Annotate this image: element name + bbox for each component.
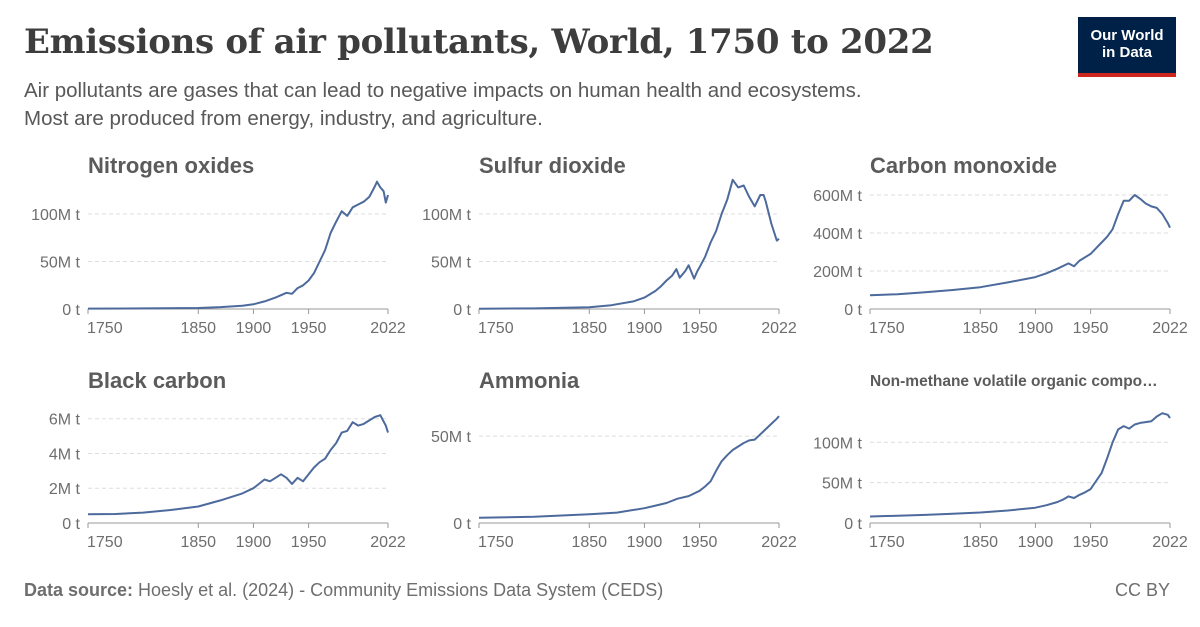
x-tick-label: 1950 bbox=[682, 320, 718, 337]
x-tick-label: 1900 bbox=[1018, 534, 1054, 551]
x-tick-label: 1750 bbox=[478, 534, 514, 551]
x-tick-label: 1850 bbox=[180, 320, 216, 337]
x-tick-label: 1900 bbox=[1018, 320, 1054, 337]
y-tick-label: 100M t bbox=[813, 435, 862, 452]
x-tick-label: 1900 bbox=[627, 320, 663, 337]
series-line bbox=[869, 194, 1171, 297]
chart-panel-2[interactable]: Sulfur dioxide 0 t 50M t 100M t 1750 1850 1900… bbox=[422, 153, 797, 337]
data-source-text[interactable]: Hoesly et al. (2024) - Community Emissio… bbox=[133, 580, 664, 600]
x-tick-label: 1750 bbox=[478, 320, 514, 337]
x-tick-label: 2022 bbox=[1152, 320, 1188, 337]
x-tick-label: 1750 bbox=[869, 534, 905, 551]
y-tick-label: 0 t bbox=[844, 302, 862, 319]
data-source: Data source: Hoesly et al. (2024) - Comm… bbox=[24, 580, 663, 601]
series-line bbox=[87, 414, 389, 516]
logo-line-2: in Data bbox=[1101, 44, 1152, 61]
logo-accent-bar bbox=[1078, 73, 1176, 77]
x-tick-label: 1900 bbox=[236, 534, 272, 551]
x-tick-label: 1750 bbox=[87, 534, 123, 551]
subtitle-line-2: Most are produced from energy, industry,… bbox=[24, 107, 543, 130]
small-multiples-grid: Nitrogen oxides 0 t 50M t 100M t 1750 1850 190… bbox=[0, 140, 1200, 575]
chart-title: Non-methane volatile organic compo… bbox=[870, 373, 1158, 390]
data-source-label: Data source: bbox=[24, 580, 134, 600]
charts-svg: Nitrogen oxides 0 t 50M t 100M t 1750 1850 190… bbox=[31, 153, 1188, 551]
y-tick-label: 0 t bbox=[62, 302, 80, 319]
x-tick-label: 1950 bbox=[291, 534, 327, 551]
chart-title: Black carbon bbox=[88, 368, 226, 393]
chart-title: Sulfur dioxide bbox=[479, 153, 626, 178]
y-tick-label: 2M t bbox=[49, 481, 81, 498]
chart-title: Nitrogen oxides bbox=[88, 153, 254, 178]
page-subtitle: Air pollutants are gases that can lead t… bbox=[24, 77, 1024, 133]
x-tick-label: 1950 bbox=[1073, 320, 1109, 337]
x-tick-label: 1850 bbox=[571, 320, 607, 337]
chart-panel-4[interactable]: Black carbon 0 t 2M t 4M t 6M t 1750 1850 1900 1… bbox=[49, 368, 406, 551]
x-tick-label: 2022 bbox=[370, 320, 406, 337]
x-tick-label: 1950 bbox=[1073, 534, 1109, 551]
y-tick-label: 50M t bbox=[822, 476, 863, 493]
subtitle-line-1: Air pollutants are gases that can lead t… bbox=[24, 79, 862, 102]
y-tick-label: 4M t bbox=[49, 446, 81, 463]
series-line bbox=[478, 415, 780, 519]
y-tick-label: 400M t bbox=[813, 226, 862, 243]
y-tick-label: 6M t bbox=[49, 412, 81, 429]
x-tick-label: 1750 bbox=[87, 320, 123, 337]
x-tick-label: 1950 bbox=[682, 534, 718, 551]
x-tick-label: 1950 bbox=[291, 320, 327, 337]
x-tick-label: 2022 bbox=[761, 320, 797, 337]
x-tick-label: 1900 bbox=[236, 320, 272, 337]
chart-panel-6[interactable]: Non-methane volatile organic compo… 0 t 50… bbox=[813, 373, 1188, 551]
page-title: Emissions of air pollutants, World, 1750… bbox=[24, 22, 934, 62]
x-tick-label: 1850 bbox=[962, 320, 998, 337]
x-tick-label: 2022 bbox=[1152, 534, 1188, 551]
series-line bbox=[478, 178, 780, 310]
chart-panel-3[interactable]: Carbon monoxide 0 t 200M t 400M t 600M t 1750… bbox=[813, 153, 1188, 337]
y-tick-label: 50M t bbox=[431, 429, 472, 446]
x-tick-label: 1750 bbox=[869, 320, 905, 337]
chart-title: Carbon monoxide bbox=[870, 153, 1057, 178]
x-tick-label: 2022 bbox=[370, 534, 406, 551]
y-tick-label: 100M t bbox=[422, 207, 471, 224]
chart-panel-1[interactable]: Nitrogen oxides 0 t 50M t 100M t 1750 1850 190… bbox=[31, 153, 406, 337]
chart-panel-5[interactable]: Ammonia 0 t 50M t 1750 1850 1900 1950 2022 bbox=[431, 368, 797, 551]
y-tick-label: 50M t bbox=[40, 255, 81, 272]
y-tick-label: 200M t bbox=[813, 264, 862, 281]
logo-line-1: Our World bbox=[1090, 27, 1164, 44]
x-tick-label: 2022 bbox=[761, 534, 797, 551]
chart-title: Ammonia bbox=[479, 368, 580, 393]
x-tick-label: 1850 bbox=[571, 534, 607, 551]
license-link[interactable]: CC BY bbox=[1114, 580, 1170, 600]
y-tick-label: 0 t bbox=[844, 516, 862, 533]
y-tick-label: 50M t bbox=[431, 255, 472, 272]
y-tick-label: 0 t bbox=[453, 302, 471, 319]
y-tick-label: 600M t bbox=[813, 188, 862, 205]
y-tick-label: 0 t bbox=[62, 516, 80, 533]
series-line bbox=[869, 412, 1171, 518]
y-tick-label: 100M t bbox=[31, 207, 80, 224]
owid-logo[interactable]: Our World in Data bbox=[1078, 17, 1176, 77]
y-tick-label: 0 t bbox=[453, 516, 471, 533]
x-tick-label: 1850 bbox=[962, 534, 998, 551]
x-tick-label: 1850 bbox=[180, 534, 216, 551]
series-line bbox=[87, 180, 389, 310]
x-tick-label: 1900 bbox=[627, 534, 663, 551]
